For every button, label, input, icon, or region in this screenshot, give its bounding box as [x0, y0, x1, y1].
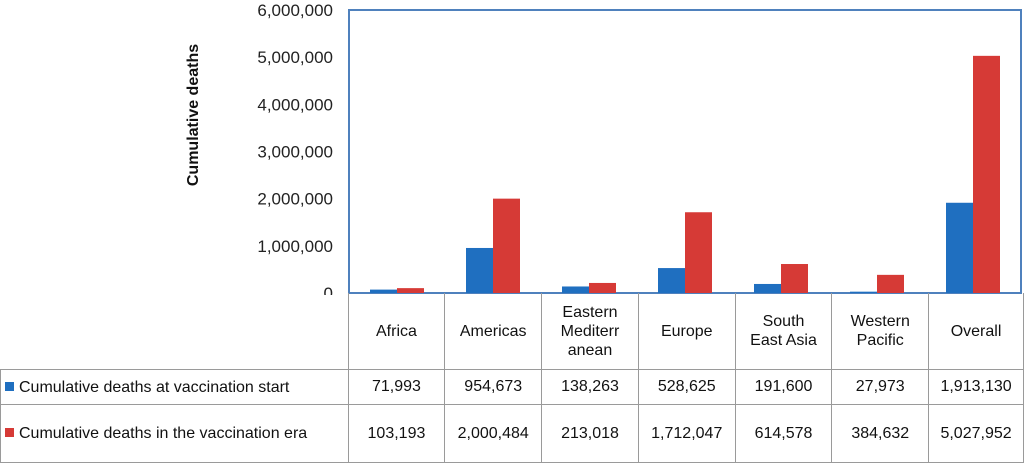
legend-swatch-red [5, 428, 14, 437]
y-axis-ticks: 0 1,000,000 2,000,000 3,000,000 4,000,000 5,0… [257, 1, 333, 295]
y-tick-label: 4,000,000 [257, 95, 333, 114]
category-cell: Europe [637, 293, 736, 370]
bar-vaccination-era [397, 288, 424, 293]
bar-vaccination-era [877, 274, 904, 293]
bar-vaccination-start [370, 289, 397, 293]
data-label: 2,000,484 [444, 404, 543, 463]
category-row: Africa Americas Eastern Mediterr anean E… [1, 293, 1024, 370]
category-cell: Western Pacific [831, 293, 930, 370]
data-label: 71,993 [347, 369, 446, 405]
category-label: South East Asia [750, 313, 817, 349]
category-cell: Africa [347, 293, 446, 370]
data-label: 5,027,952 [928, 404, 1024, 463]
y-tick-label: 1,000,000 [257, 237, 333, 256]
data-table: Africa Americas Eastern Mediterr anean E… [0, 293, 1024, 463]
bar-vaccination-start [946, 202, 973, 293]
y-tick-label: 6,000,000 [257, 1, 333, 20]
bar-vaccination-era [781, 264, 808, 293]
y-tick-label: 0 [324, 284, 333, 295]
legend-entry: Cumulative deaths in the vaccination era [0, 404, 349, 463]
bar-vaccination-start [562, 286, 589, 293]
data-label: 528,625 [637, 369, 736, 405]
category-cell: Overall [928, 293, 1024, 370]
y-tick-label: 3,000,000 [257, 143, 333, 162]
data-label: 384,632 [831, 404, 930, 463]
category-label: Overall [950, 322, 1002, 340]
data-label: 213,018 [541, 404, 639, 463]
data-label: 1,712,047 [637, 404, 736, 463]
bar-vaccination-era [589, 282, 616, 293]
chart: Cumulative deaths 0 1,000,000 2,000,000 3,0… [185, 1, 1022, 295]
category-label: Western Pacific [850, 313, 910, 349]
legend-label: Cumulative deaths in the vaccination era [19, 425, 308, 442]
bar-vaccination-era [685, 212, 712, 293]
y-tick-label: 2,000,000 [257, 190, 333, 209]
bar-vaccination-start [658, 268, 685, 293]
series-row-vaccination-start: Cumulative deaths at vaccination start 7… [0, 369, 1024, 405]
data-label: 103,193 [347, 404, 446, 463]
category-cell: South East Asia [734, 293, 833, 370]
category-label: Europe [660, 322, 713, 340]
bar-vaccination-era [973, 55, 1000, 293]
legend-label: Cumulative deaths at vaccination start [19, 378, 290, 396]
legend-entry: Cumulative deaths at vaccination start [0, 369, 349, 405]
bar-vaccination-start [754, 283, 781, 293]
series-row-vaccination-era: Cumulative deaths in the vaccination era… [0, 404, 1024, 463]
data-label: 1,913,130 [928, 369, 1024, 405]
data-label: 27,973 [831, 369, 930, 405]
category-label: Eastern Mediterr anean [560, 303, 620, 359]
legend-swatch-blue [5, 381, 14, 391]
data-label: 614,578 [734, 404, 833, 463]
category-label: Africa [376, 322, 417, 340]
y-axis-label: Cumulative deaths [185, 44, 202, 186]
category-label: Americas [459, 322, 527, 340]
bar-vaccination-start [466, 247, 493, 293]
category-cell: Eastern Mediterr anean [541, 293, 639, 370]
data-label: 138,263 [541, 369, 639, 405]
bars [370, 55, 1000, 293]
bar-vaccination-era [493, 198, 520, 293]
data-label: 191,600 [734, 369, 833, 405]
data-label: 954,673 [444, 369, 543, 405]
bar-vaccination-start [850, 291, 877, 293]
y-tick-label: 5,000,000 [257, 48, 333, 67]
category-cell: Americas [444, 293, 543, 370]
